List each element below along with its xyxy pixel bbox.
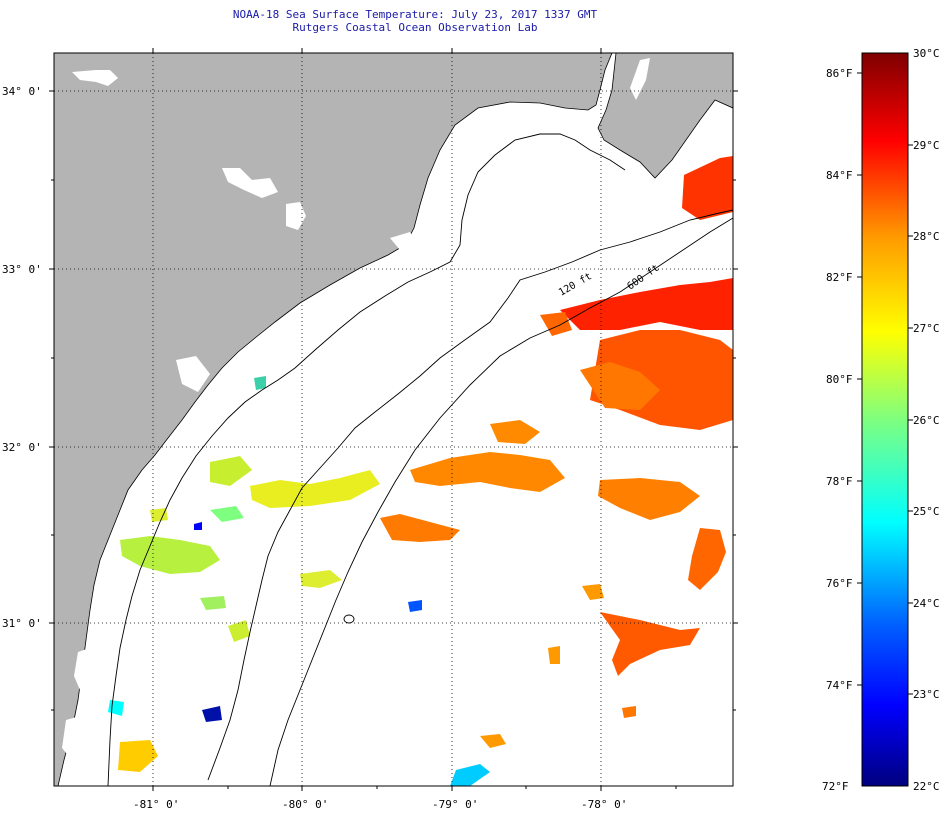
legend-c-22: 22°C [913, 780, 940, 793]
legend-f-82: 82°F [826, 271, 853, 284]
colorbar [861, 52, 909, 787]
legend-c-27: 27°C [913, 322, 940, 335]
lat-label-32: 32° 0' [2, 441, 42, 454]
legend-f-80: 80°F [826, 373, 853, 386]
map-title: NOAA-18 Sea Surface Temperature: July 23… [232, 8, 598, 21]
legend-c-29: 29°C [913, 139, 940, 152]
colorbar-ticks [857, 72, 913, 695]
legend-f-84: 84°F [826, 169, 853, 182]
sst-patches-cool [108, 376, 490, 786]
lat-label-31: 31° 0' [2, 617, 42, 630]
sst-patches-warm [380, 156, 733, 748]
legend-f-74: 74°F [826, 679, 853, 692]
legend-c-28: 28°C [913, 230, 940, 243]
map-frame [53, 52, 734, 787]
legend-f-78: 78°F [826, 475, 853, 488]
map-subtitle: Rutgers Coastal Ocean Observation Lab [292, 21, 538, 34]
legend-c-23: 23°C [913, 688, 940, 701]
contour-120ft-outer [207, 209, 733, 781]
legend-c-25: 25°C [913, 505, 940, 518]
legend-f-72: 72°F [822, 780, 849, 793]
frame-ticks [49, 48, 738, 791]
legend-f-76: 76°F [826, 577, 853, 590]
legend-c-26: 26°C [913, 414, 940, 427]
lon-label-79: -79° 0' [432, 798, 479, 811]
lon-label-78: -78° 0' [581, 798, 628, 811]
land-mass [54, 53, 613, 786]
lat-label-34: 34° 0' [2, 85, 42, 98]
contour-600ft [269, 217, 733, 786]
legend-c-24: 24°C [913, 597, 940, 610]
legend-c-30: 30°C [913, 47, 940, 60]
sst-patches-cold [194, 522, 422, 722]
lon-label-80: -80° 0' [282, 798, 329, 811]
contour-120ft [107, 133, 626, 786]
lon-label-81: -81° 0' [133, 798, 180, 811]
inland-lakes [62, 58, 650, 760]
lat-label-33: 33° 0' [2, 263, 42, 276]
legend-f-86: 86°F [826, 67, 853, 80]
